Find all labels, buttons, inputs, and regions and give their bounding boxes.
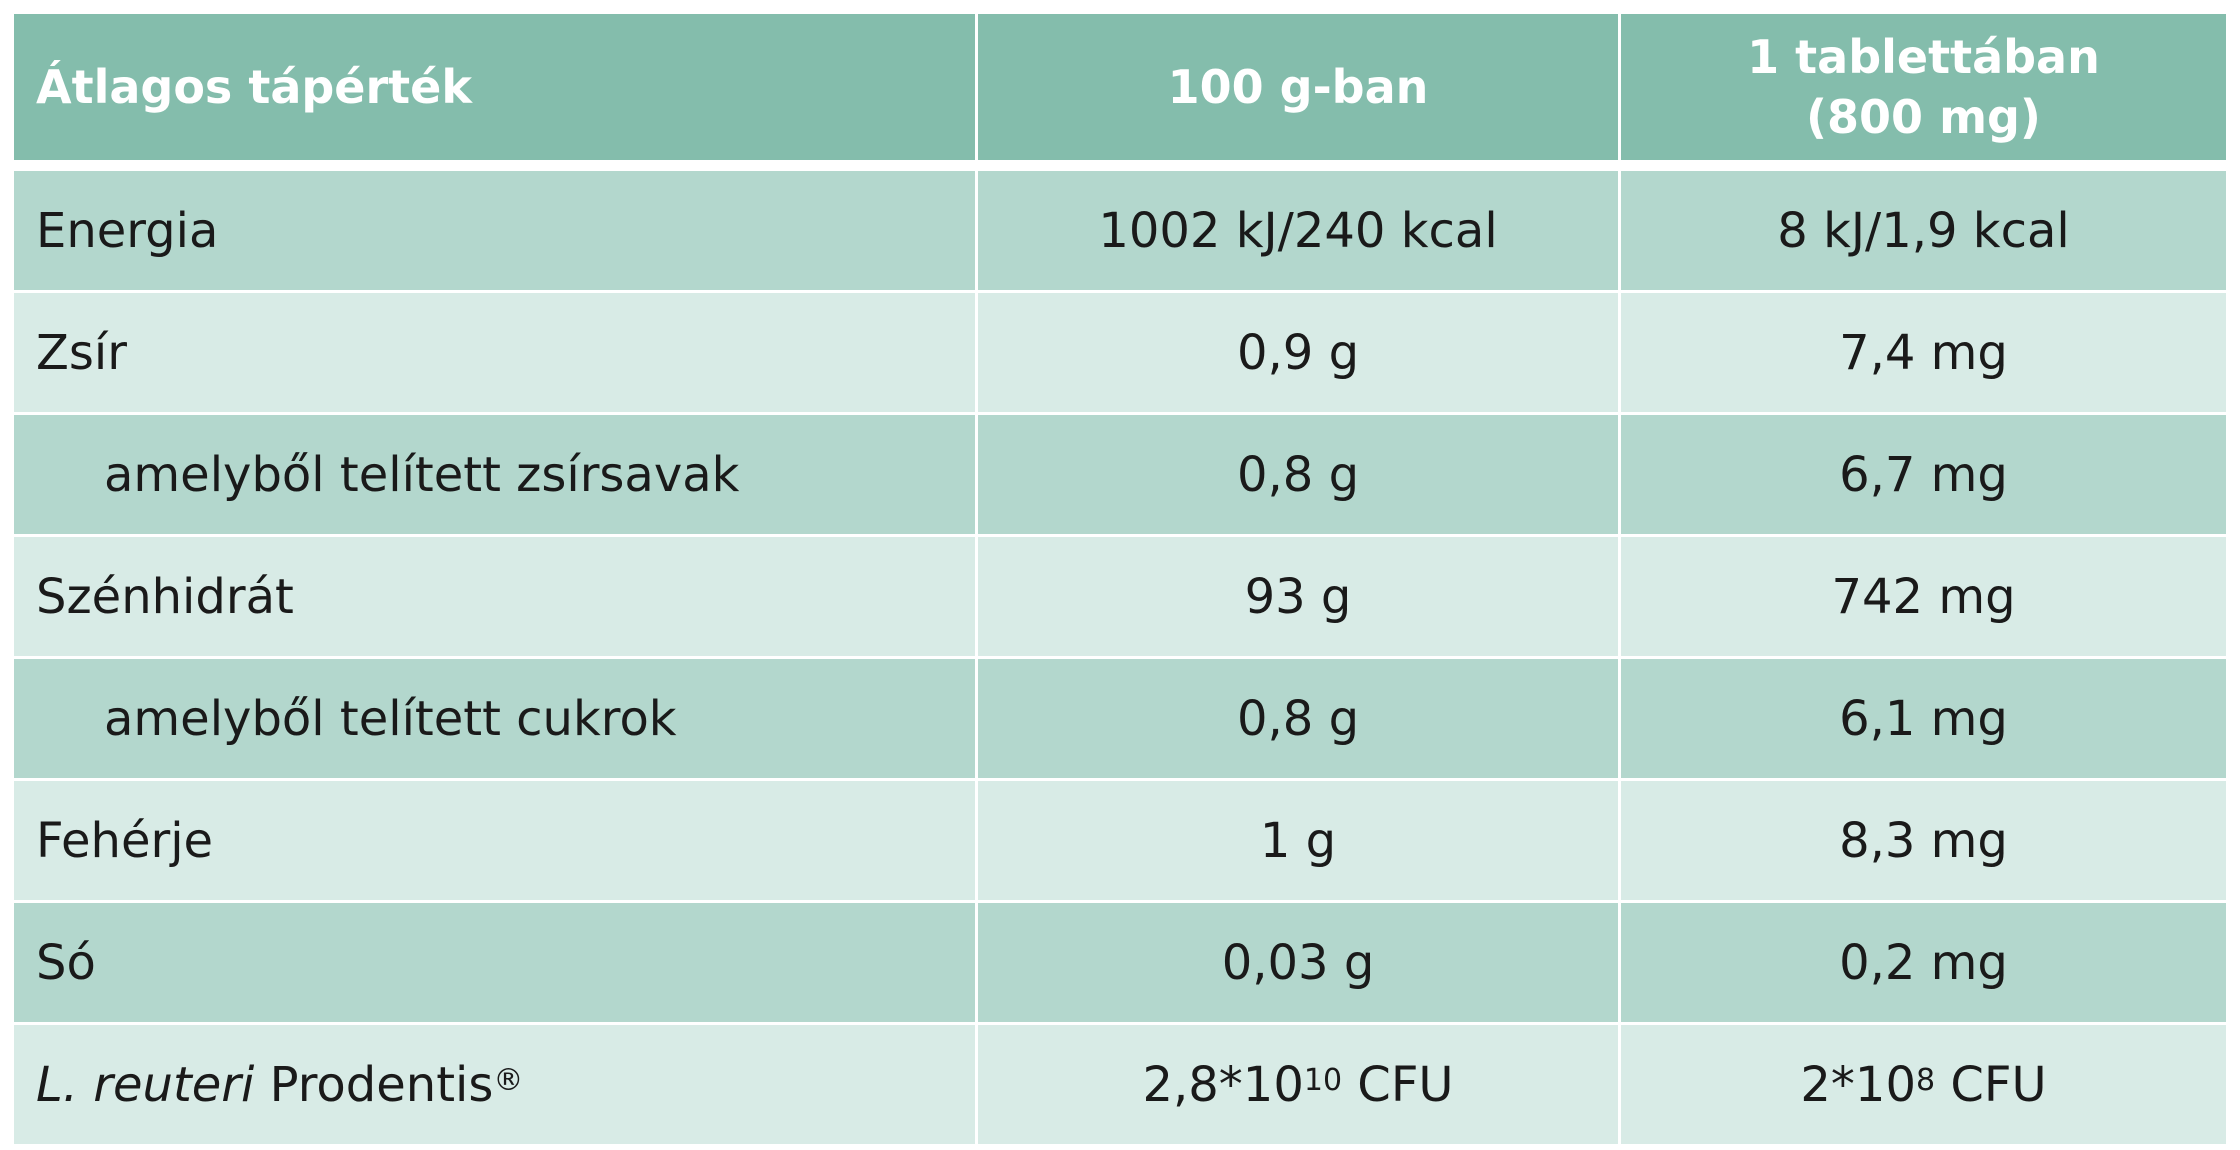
row-per-tablet: 8 kJ/1,9 kcal <box>1621 171 2226 290</box>
cfu-base: 2*10 <box>1800 1056 1916 1113</box>
row-per-tablet: 0,2 mg <box>1621 903 2226 1022</box>
row-label: Só <box>14 903 975 1022</box>
row-per-tablet: 6,7 mg <box>1621 415 2226 534</box>
row-per-100g: 93 g <box>978 537 1618 656</box>
row-per-100g: 1 g <box>978 781 1618 900</box>
row-per-tablet: 6,1 mg <box>1621 659 2226 778</box>
nutrition-table: Átlagos tápérték 100 g-ban 1 tablettában… <box>14 14 2226 1144</box>
row-per-tablet: 7,4 mg <box>1621 293 2226 412</box>
row-per-tablet: 742 mg <box>1621 537 2226 656</box>
header-per-tablet-line1: 1 tablettában <box>1747 30 2100 84</box>
header-nutrient: Átlagos tápérték <box>14 14 975 160</box>
row-label-probiotic: L. reuteri Prodentis ® <box>14 1025 975 1144</box>
row-per-100g: 1002 kJ/240 kcal <box>978 171 1618 290</box>
row-label: Szénhidrát <box>14 537 975 656</box>
row-per-100g-probiotic: 2,8*10 10 CFU <box>978 1025 1618 1144</box>
row-per-100g: 0,03 g <box>978 903 1618 1022</box>
header-per-tablet-line2: (800 mg) <box>1806 90 2041 144</box>
header-per-100g: 100 g-ban <box>978 14 1618 160</box>
cfu-unit: CFU <box>1935 1056 2047 1113</box>
cfu-unit: CFU <box>1342 1056 1454 1113</box>
row-label: amelyből telített cukrok <box>14 659 975 778</box>
row-per-100g: 0,9 g <box>978 293 1618 412</box>
row-per-100g: 0,8 g <box>978 415 1618 534</box>
probiotic-species: L. reuteri <box>36 1056 255 1113</box>
row-per-100g: 0,8 g <box>978 659 1618 778</box>
row-label: amelyből telített zsírsavak <box>14 415 975 534</box>
header-separator <box>14 163 2226 168</box>
row-label: Energia <box>14 171 975 290</box>
row-per-tablet-probiotic: 2*10 8 CFU <box>1621 1025 2226 1144</box>
row-label: Fehérje <box>14 781 975 900</box>
header-per-tablet: 1 tablettában (800 mg) <box>1621 14 2226 160</box>
row-per-tablet: 8,3 mg <box>1621 781 2226 900</box>
probiotic-strain: Prodentis <box>254 1056 494 1113</box>
row-label: Zsír <box>14 293 975 412</box>
cfu-base: 2,8*10 <box>1142 1056 1304 1113</box>
